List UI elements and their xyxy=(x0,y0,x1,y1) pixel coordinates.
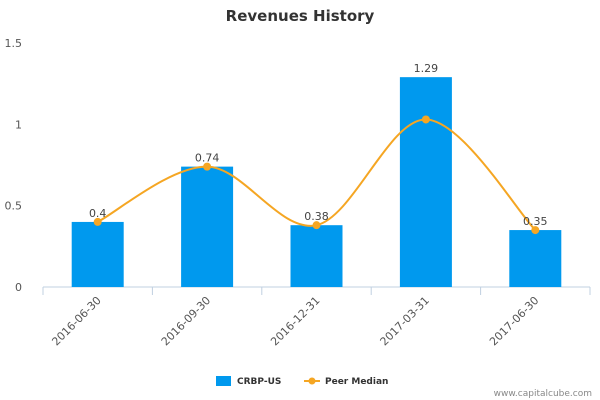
legend-swatch-peer-marker xyxy=(308,377,316,385)
bar[interactable] xyxy=(290,225,343,287)
x-tick-label: 2017-03-31 xyxy=(378,294,432,348)
legend-label-crbp: CRBP-US xyxy=(237,377,281,387)
bar[interactable] xyxy=(71,221,124,287)
x-tick-label: 2016-09-30 xyxy=(159,294,213,348)
legend-swatch-crbp xyxy=(216,376,231,386)
bar-data-label: 0.35 xyxy=(523,215,548,228)
x-tick-label: 2016-06-30 xyxy=(49,294,103,348)
peer-median-point[interactable] xyxy=(93,217,102,226)
data-labels: 0.4 0.74 0.38 1.29 0.35 xyxy=(89,62,548,228)
peer-median-point[interactable] xyxy=(312,221,321,230)
peer-median-point[interactable] xyxy=(421,115,430,124)
bar-data-label: 0.4 xyxy=(89,207,107,220)
chart-title: Revenues History xyxy=(226,7,375,25)
bar-data-label: 1.29 xyxy=(414,62,439,75)
y-tick-label: 1 xyxy=(15,118,22,131)
bar-data-label: 0.38 xyxy=(304,210,329,223)
peer-median-point[interactable] xyxy=(531,226,540,235)
line-series xyxy=(93,115,540,235)
y-axis: 0 0.5 1 1.5 xyxy=(5,37,23,294)
legend-label-peer: Peer Median xyxy=(325,377,388,387)
bar[interactable] xyxy=(399,77,452,287)
x-axis: 2016-06-30 2016-09-30 2016-12-31 2017-03-31… xyxy=(42,286,591,348)
y-tick-label: 0 xyxy=(15,281,22,294)
legend[interactable]: CRBP-US Peer Median xyxy=(216,376,388,387)
watermark: www.capitalcube.com xyxy=(494,389,592,399)
bar-series xyxy=(71,77,562,287)
bar-data-label: 0.74 xyxy=(195,152,220,165)
x-tick-label: 2017-06-30 xyxy=(487,294,541,348)
y-tick-label: 0.5 xyxy=(5,200,23,213)
x-tick-label: 2016-12-31 xyxy=(268,294,322,348)
y-tick-label: 1.5 xyxy=(5,37,23,50)
bar[interactable] xyxy=(181,166,234,287)
bar[interactable] xyxy=(509,230,562,287)
peer-median-point[interactable] xyxy=(203,162,212,171)
